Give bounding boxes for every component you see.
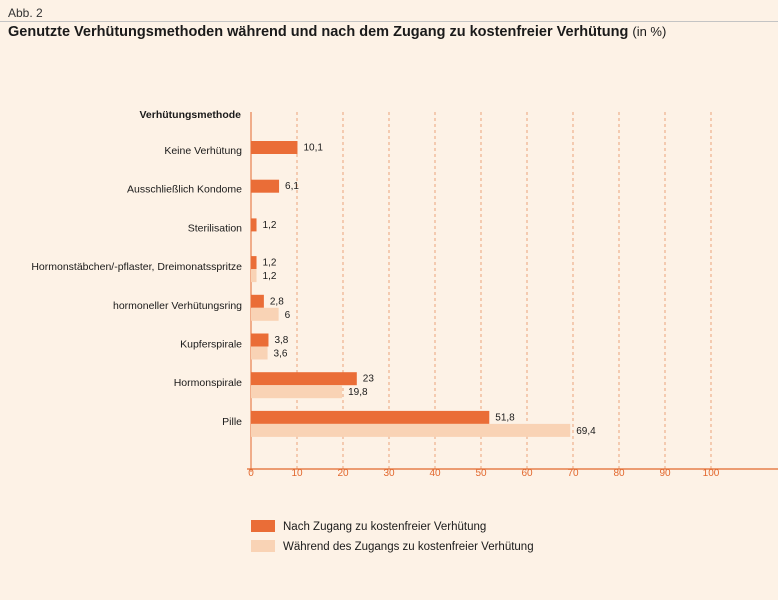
x-tick-label-90: 90 — [659, 468, 671, 479]
bar-during — [251, 307, 279, 321]
category-label: Sterilisation — [188, 222, 242, 234]
bar-during — [251, 269, 257, 283]
category-label: Pille — [222, 416, 242, 428]
bar-after — [251, 372, 357, 386]
x-tick-label-30: 30 — [383, 468, 395, 479]
value-label-during: 19,8 — [348, 387, 368, 398]
value-label-after: 51,8 — [495, 412, 515, 423]
chart-title-text: Genutzte Verhütungsmethoden während und … — [8, 24, 629, 40]
value-label-after: 23 — [363, 374, 375, 385]
value-label-during: 69,4 — [576, 426, 596, 437]
bar-after — [251, 179, 280, 193]
x-tick-label-0: 0 — [248, 468, 254, 479]
category-label: Keine Verhütung — [164, 145, 242, 157]
figure-label: Abb. 2 — [8, 6, 43, 20]
value-label-after: 6,1 — [285, 181, 299, 192]
x-tick-label-80: 80 — [613, 468, 625, 479]
bar-during — [251, 346, 268, 360]
y-axis-title: Verhütungsmethode — [139, 109, 241, 121]
category-label: Ausschließlich Kondome — [127, 184, 242, 196]
chart-title: Genutzte Verhütungsmethoden während und … — [8, 24, 666, 40]
bar-after — [251, 141, 298, 154]
bar-after — [251, 333, 269, 347]
legend-label-during: Während des Zugangs zu kostenfreier Verh… — [283, 541, 534, 553]
x-tick-label-50: 50 — [475, 468, 487, 479]
x-tick-label-100: 100 — [703, 468, 720, 479]
bar-during — [251, 385, 343, 399]
legend-swatch-during — [251, 540, 275, 552]
category-label: hormoneller Verhütungsring — [113, 300, 242, 312]
category-label: Kupferspirale — [180, 339, 242, 351]
x-tick-label-60: 60 — [521, 468, 533, 479]
value-label-during: 3,6 — [274, 349, 288, 360]
x-tick-label-40: 40 — [429, 468, 441, 479]
value-label-after: 1,2 — [263, 220, 277, 231]
value-label-after: 3,8 — [274, 335, 288, 346]
legend-swatch-after — [251, 520, 275, 532]
bar-after — [251, 256, 257, 270]
chart-title-unit: (in %) — [632, 24, 667, 39]
bar-after — [251, 218, 257, 232]
value-label-after: 10,1 — [303, 143, 323, 154]
value-label-during: 1,2 — [263, 271, 277, 282]
x-tick-label-20: 20 — [337, 468, 349, 479]
category-label: Hormonspirale — [174, 377, 242, 389]
bar-during — [251, 423, 571, 437]
bar-after — [251, 294, 264, 308]
value-label-during: 6 — [285, 310, 291, 321]
x-tick-label-70: 70 — [567, 468, 579, 479]
x-tick-label-10: 10 — [291, 468, 303, 479]
legend-label-after: Nach Zugang zu kostenfreier Verhütung — [283, 521, 486, 533]
category-label: Hormonstäbchen/-pflaster, Dreimonatsspri… — [31, 261, 242, 273]
bar-after — [251, 410, 490, 424]
value-label-after: 1,2 — [263, 258, 277, 269]
title-divider — [0, 21, 778, 22]
value-label-after: 2,8 — [270, 296, 284, 307]
